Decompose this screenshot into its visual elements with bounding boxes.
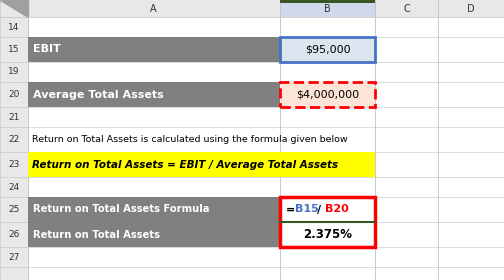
- Bar: [280, 197, 375, 247]
- Text: 25: 25: [8, 205, 20, 214]
- Text: A: A: [150, 4, 157, 13]
- Bar: [28, 197, 280, 222]
- Text: $4,000,000: $4,000,000: [296, 90, 359, 99]
- Text: 26: 26: [8, 230, 20, 239]
- Bar: [28, 82, 280, 107]
- Text: 15: 15: [8, 45, 20, 54]
- Bar: [280, 82, 375, 107]
- Text: 24: 24: [8, 183, 20, 192]
- Text: Return on Total Assets: Return on Total Assets: [33, 230, 160, 239]
- Text: 2.375%: 2.375%: [303, 228, 352, 241]
- Text: 23: 23: [8, 160, 20, 169]
- Bar: [28, 152, 375, 177]
- Bar: [28, 222, 280, 247]
- Bar: [280, 197, 375, 222]
- Text: B15: B15: [295, 204, 319, 214]
- Bar: [280, 37, 375, 62]
- Bar: [280, 0, 375, 17]
- Text: B: B: [324, 4, 331, 13]
- Bar: [0, 0, 504, 17]
- Text: B20: B20: [325, 204, 348, 214]
- Bar: [0, 0, 28, 280]
- Text: EBIT: EBIT: [33, 45, 60, 55]
- Bar: [280, 37, 375, 62]
- Text: C: C: [404, 4, 410, 13]
- Text: 21: 21: [8, 113, 20, 122]
- Text: Return on Total Assets is calculated using the formula given below: Return on Total Assets is calculated usi…: [32, 135, 347, 144]
- Text: Return on Total Assets Formula: Return on Total Assets Formula: [33, 204, 209, 214]
- Text: Return on Total Assets = EBIT / Average Total Assets: Return on Total Assets = EBIT / Average …: [32, 160, 338, 169]
- Bar: [280, 0, 375, 3]
- Text: /: /: [317, 204, 321, 214]
- Text: =: =: [286, 204, 295, 214]
- Bar: [28, 37, 280, 62]
- Bar: [280, 82, 375, 107]
- Text: $95,000: $95,000: [305, 45, 350, 55]
- Bar: [280, 222, 375, 247]
- Text: 14: 14: [8, 22, 20, 32]
- Text: D: D: [467, 4, 475, 13]
- Text: Average Total Assets: Average Total Assets: [33, 90, 163, 99]
- Polygon shape: [0, 0, 28, 17]
- Text: 22: 22: [8, 135, 20, 144]
- Text: 19: 19: [8, 67, 20, 76]
- Text: 27: 27: [8, 253, 20, 262]
- Text: 20: 20: [8, 90, 20, 99]
